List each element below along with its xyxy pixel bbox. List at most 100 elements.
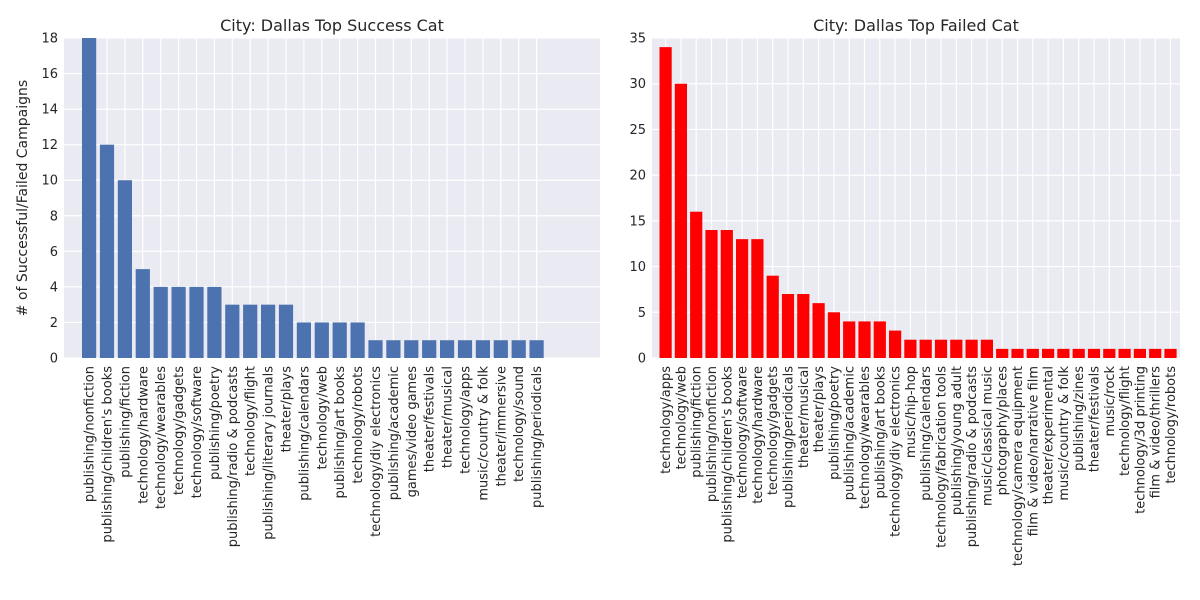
plot-background	[64, 38, 600, 358]
bar	[511, 340, 526, 358]
bar	[1087, 348, 1101, 358]
bar	[766, 275, 779, 358]
x-tick-label: technology/apps	[659, 366, 674, 474]
bar	[225, 304, 240, 358]
bar	[705, 230, 718, 358]
bar	[873, 321, 886, 358]
x-tick-label: publishing/poetry	[827, 366, 842, 480]
x-tick-label: technology/fabrication tools	[935, 366, 950, 548]
y-tick-label: 12	[41, 138, 58, 153]
bar	[736, 239, 749, 358]
x-tick-label: technology/gadgets	[172, 366, 187, 495]
chart-title: City: Dallas Top Failed Cat	[813, 16, 1019, 35]
x-tick-label: publishing/young adult	[950, 366, 965, 515]
x-tick-label: technology/diy electronics	[369, 366, 384, 537]
x-tick-label: technology/wearables	[858, 366, 873, 509]
bar	[659, 47, 672, 359]
bar	[368, 340, 383, 358]
bar	[1011, 348, 1024, 358]
bar	[207, 286, 222, 358]
x-tick-label: theater/festivals	[1088, 366, 1103, 472]
bar	[965, 339, 978, 358]
bar	[1103, 348, 1116, 358]
y-tick-label: 16	[41, 67, 58, 82]
x-tick-label: technology/flight	[1118, 366, 1133, 476]
x-tick-label: publishing/academic	[387, 366, 402, 500]
bar	[457, 340, 473, 358]
x-tick-label: photography/places	[996, 366, 1011, 496]
bar	[261, 304, 276, 358]
bar	[674, 83, 687, 358]
x-tick-label: theater/plays	[280, 366, 295, 453]
x-tick-label: publishing/calendars	[919, 366, 934, 501]
y-tick-label: 4	[50, 280, 58, 295]
y-tick-label: 18	[41, 32, 58, 47]
bar	[82, 38, 97, 358]
x-tick-label: technology/gadgets	[766, 366, 781, 495]
x-tick-label: technology/3d printing	[1133, 366, 1148, 514]
x-tick-label: publishing/children's books	[720, 366, 735, 543]
bar	[243, 304, 258, 358]
bar	[1072, 348, 1085, 358]
x-tick-label: publishing/fiction	[690, 366, 705, 478]
bar	[1118, 348, 1131, 358]
x-tick-label: publishing/calendars	[297, 366, 312, 501]
x-tick-label: theater/plays	[812, 366, 827, 453]
chart-title: City: Dallas Top Success Cat	[220, 16, 444, 35]
x-tick-label: film & video/thrillers	[1149, 366, 1164, 499]
x-tick-label: publishing/literary journals	[262, 366, 277, 540]
bar	[117, 180, 132, 358]
bar	[980, 339, 993, 358]
bar	[422, 340, 437, 358]
bar	[690, 211, 703, 358]
x-tick-label: technology/apps	[459, 366, 474, 474]
x-tick-label: publishing/art books	[333, 366, 348, 499]
x-tick-label: technology/robots	[1164, 366, 1179, 484]
bar	[858, 321, 871, 358]
bar	[332, 322, 347, 358]
x-tick-label: technology/flight	[244, 366, 259, 476]
bar	[751, 239, 764, 358]
y-axis-label: # of Successful/Failed Campaigns	[15, 80, 31, 316]
bar	[296, 322, 311, 358]
x-tick-label: technology/web	[315, 366, 330, 469]
bar	[1042, 348, 1055, 358]
y-tick-label: 10	[41, 174, 58, 189]
x-tick-label: technology/sound	[512, 366, 527, 482]
x-tick-label: music/country & folk	[1057, 366, 1072, 501]
bar	[475, 340, 490, 358]
y-tick-label: 15	[629, 214, 646, 229]
y-tick-label: 0	[50, 352, 58, 367]
x-tick-label: music/classical music	[980, 366, 995, 506]
bar	[135, 269, 150, 358]
x-tick-label: technology/diy electronics	[889, 366, 904, 537]
y-tick-label: 20	[629, 169, 646, 184]
bar	[404, 340, 419, 358]
bar	[314, 322, 329, 358]
bar	[720, 230, 733, 358]
bar	[171, 286, 186, 358]
bar	[797, 294, 810, 358]
bar	[781, 294, 795, 358]
bar	[827, 312, 840, 358]
x-tick-label: technology/software	[190, 366, 205, 498]
x-tick-label: technology/robots	[351, 366, 366, 484]
x-tick-label: music/rock	[1103, 366, 1118, 437]
x-tick-label: publishing/nonfiction	[83, 366, 98, 502]
x-tick-label: publishing/radio & podcasts	[965, 366, 980, 547]
y-tick-label: 35	[629, 32, 646, 47]
x-tick-label: publishing/periodicals	[530, 366, 545, 508]
x-tick-label: publishing/fiction	[118, 366, 133, 478]
y-tick-label: 30	[629, 77, 646, 92]
bar	[934, 339, 948, 358]
bar	[919, 339, 932, 358]
bar	[1026, 348, 1039, 358]
y-tick-label: 14	[41, 103, 58, 118]
bar	[440, 340, 455, 358]
bar	[278, 304, 294, 358]
x-tick-label: publishing/academic	[843, 366, 858, 500]
x-tick-label: theater/immersive	[494, 366, 509, 486]
